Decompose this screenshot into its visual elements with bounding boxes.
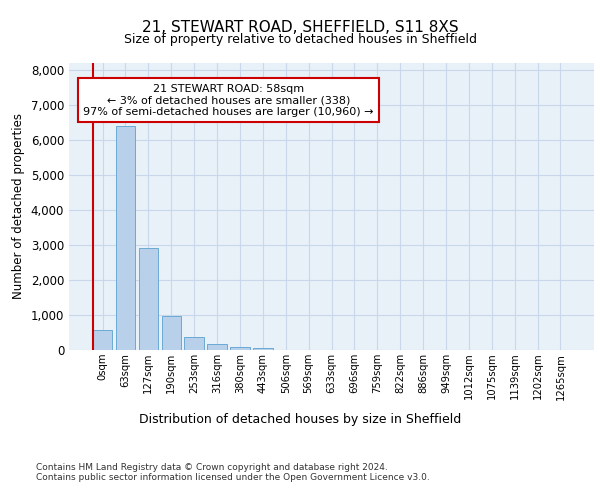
Bar: [230, 347, 250, 350]
Bar: [139, 248, 158, 350]
Bar: [161, 316, 181, 350]
Bar: [184, 337, 204, 350]
Text: Size of property relative to detached houses in Sheffield: Size of property relative to detached ho…: [124, 32, 476, 46]
Text: 21 STEWART ROAD: 58sqm
← 3% of detached houses are smaller (338)
97% of semi-det: 21 STEWART ROAD: 58sqm ← 3% of detached …: [83, 84, 374, 116]
Bar: [253, 348, 272, 350]
Text: Contains public sector information licensed under the Open Government Licence v3: Contains public sector information licen…: [36, 472, 430, 482]
Text: Contains HM Land Registry data © Crown copyright and database right 2024.: Contains HM Land Registry data © Crown c…: [36, 462, 388, 471]
Bar: [93, 330, 112, 350]
Text: Distribution of detached houses by size in Sheffield: Distribution of detached houses by size …: [139, 412, 461, 426]
Bar: [208, 344, 227, 350]
Bar: [116, 126, 135, 350]
Y-axis label: Number of detached properties: Number of detached properties: [12, 114, 25, 299]
Text: 21, STEWART ROAD, SHEFFIELD, S11 8XS: 21, STEWART ROAD, SHEFFIELD, S11 8XS: [142, 20, 458, 35]
